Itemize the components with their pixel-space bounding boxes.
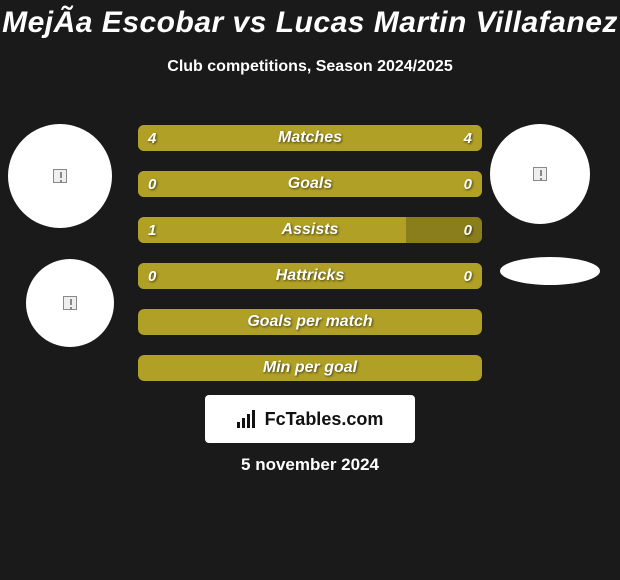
stat-label: Goals (138, 171, 482, 197)
player2-team-logo (490, 124, 590, 224)
stat-row: 00Hattricks (138, 263, 482, 289)
logo-label: FcTables.com (265, 409, 384, 430)
stat-label: Matches (138, 125, 482, 151)
missing-image-icon (533, 167, 547, 181)
player2-photo (500, 257, 600, 285)
comparison-card: MejÃ­a Escobar vs Lucas Martin Villafane… (0, 0, 620, 76)
stat-label: Goals per match (138, 309, 482, 335)
stat-row: 00Goals (138, 171, 482, 197)
player1-team-logo (8, 124, 112, 228)
missing-image-icon (63, 296, 77, 310)
stat-row: 44Matches (138, 125, 482, 151)
stat-label: Min per goal (138, 355, 482, 381)
logo-text: FcTables.com (237, 409, 384, 430)
subtitle: Club competitions, Season 2024/2025 (0, 58, 620, 76)
stat-label: Hattricks (138, 263, 482, 289)
bars-icon (237, 410, 259, 428)
player1-photo (26, 259, 114, 347)
stat-bars: 44Matches 00Goals 10Assists 00Hattricks Goal… (138, 125, 482, 401)
footer-date: 5 november 2024 (0, 455, 620, 475)
missing-image-icon (53, 169, 67, 183)
page-title: MejÃ­a Escobar vs Lucas Martin Villafane… (0, 0, 620, 40)
stat-row: Min per goal (138, 355, 482, 381)
fctables-logo[interactable]: FcTables.com (205, 395, 415, 443)
stat-row: 10Assists (138, 217, 482, 243)
stat-row: Goals per match (138, 309, 482, 335)
stat-label: Assists (138, 217, 482, 243)
